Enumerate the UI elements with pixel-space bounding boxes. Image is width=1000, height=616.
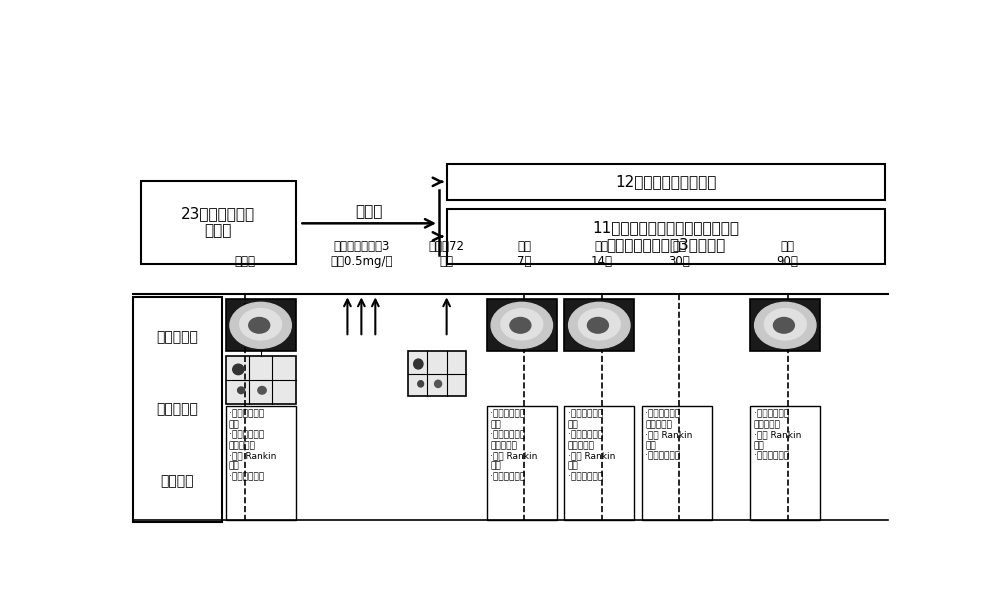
Text: 发病
14天: 发病 14天 bbox=[591, 240, 613, 269]
Bar bbox=[447, 209, 885, 264]
Ellipse shape bbox=[587, 317, 608, 333]
Bar bbox=[750, 406, 820, 520]
Ellipse shape bbox=[578, 309, 620, 340]
Bar bbox=[226, 406, 296, 520]
Text: ·格拉斯哥昏迷
指数
·美国国立卫生
院卒中评分
·改良 Rankin
评分
·改良巴氏指数: ·格拉斯哥昏迷 指数 ·美国国立卫生 院卒中评分 ·改良 Rankin 评分 ·… bbox=[229, 410, 276, 481]
Text: ·格拉斯哥昏迷
指数
·美国国立卫生
院卒中评分
·改良 Rankin
评分
·改良巴氏指数: ·格拉斯哥昏迷 指数 ·美国国立卫生 院卒中评分 ·改良 Rankin 评分 ·… bbox=[490, 410, 537, 481]
Text: 首剂后72
小时: 首剂后72 小时 bbox=[429, 240, 465, 269]
Ellipse shape bbox=[510, 317, 531, 333]
Ellipse shape bbox=[414, 359, 423, 369]
Ellipse shape bbox=[418, 381, 424, 387]
Bar bbox=[750, 299, 820, 351]
Ellipse shape bbox=[240, 309, 282, 340]
Text: 发病
7天: 发病 7天 bbox=[517, 240, 531, 269]
Bar bbox=[487, 406, 557, 520]
Ellipse shape bbox=[755, 302, 816, 348]
Ellipse shape bbox=[491, 302, 552, 348]
Bar bbox=[226, 299, 296, 351]
Ellipse shape bbox=[501, 309, 543, 340]
Text: 筛选后: 筛选后 bbox=[235, 256, 256, 269]
Bar bbox=[408, 351, 466, 397]
Bar bbox=[642, 406, 712, 520]
Ellipse shape bbox=[258, 386, 266, 394]
Text: ·格拉斯哥昏迷
指数
·美国国立卫生
院卒中评分
·改良 Rankin
评分
·改良巴氏指数: ·格拉斯哥昏迷 指数 ·美国国立卫生 院卒中评分 ·改良 Rankin 评分 ·… bbox=[568, 410, 615, 481]
Bar bbox=[564, 299, 634, 351]
Text: 发病
90天: 发病 90天 bbox=[777, 240, 799, 269]
Ellipse shape bbox=[773, 317, 794, 333]
Text: 匹配后: 匹配后 bbox=[355, 204, 383, 219]
Text: 芬戈莫德，口服3
天，0.5mg/天: 芬戈莫德，口服3 天，0.5mg/天 bbox=[330, 240, 393, 269]
Bar bbox=[133, 297, 222, 522]
Bar bbox=[140, 180, 296, 264]
Ellipse shape bbox=[233, 364, 244, 375]
Text: 12名患者接受常规治疗: 12名患者接受常规治疗 bbox=[615, 174, 716, 189]
Text: 23名天幕下脑出
血患者: 23名天幕下脑出 血患者 bbox=[181, 206, 255, 238]
Text: ·美国国立卫生
院卒中评分
·改良 Rankin
评分
·改良巴氏指数: ·美国国立卫生 院卒中评分 ·改良 Rankin 评分 ·改良巴氏指数 bbox=[645, 410, 692, 460]
Bar bbox=[226, 356, 296, 403]
Text: 临床评价: 临床评价 bbox=[161, 474, 194, 488]
Text: ·美国国立卫生
院卒中评分
·改良 Rankin
评分
·改良巴氏指数: ·美国国立卫生 院卒中评分 ·改良 Rankin 评分 ·改良巴氏指数 bbox=[754, 410, 801, 460]
Bar bbox=[564, 406, 634, 520]
Text: 11名患者接受常规治疗的同时接受
芬戈莫德口服连续3天的治疗: 11名患者接受常规治疗的同时接受 芬戈莫德口服连续3天的治疗 bbox=[592, 220, 739, 253]
Ellipse shape bbox=[569, 302, 630, 348]
Ellipse shape bbox=[230, 302, 291, 348]
Text: 免疫学检测: 免疫学检测 bbox=[156, 402, 198, 416]
Bar bbox=[447, 164, 885, 200]
Ellipse shape bbox=[764, 309, 806, 340]
Bar bbox=[487, 299, 557, 351]
Text: 发病
30天: 发病 30天 bbox=[668, 240, 690, 269]
Ellipse shape bbox=[238, 387, 245, 394]
Text: 影像学检查: 影像学检查 bbox=[156, 330, 198, 344]
Ellipse shape bbox=[249, 317, 270, 333]
Ellipse shape bbox=[435, 380, 442, 387]
